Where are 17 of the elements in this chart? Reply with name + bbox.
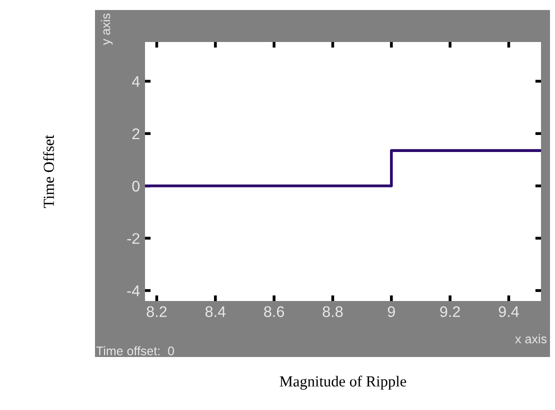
x-tick-label: 9.4 [498, 306, 519, 318]
text: Time offset: 0 [96, 346, 174, 356]
y-tick-label: 0 [132, 180, 140, 192]
y-tick-label: -2 [127, 233, 140, 244]
x-tick-label: 9 [388, 306, 395, 318]
x-tick-label: 8.4 [205, 306, 226, 318]
y-tick-label: 4 [132, 76, 140, 87]
text: x axis [515, 334, 547, 344]
y-tick-label: 2 [132, 128, 140, 140]
x-tick-label: 9.2 [440, 306, 460, 318]
x-axis-title: Magnitude of Ripple [280, 376, 406, 390]
x-tick-label: 8.2 [146, 306, 167, 318]
x-tick-label: 8.8 [322, 306, 343, 318]
y-tick-label: -4 [127, 286, 140, 296]
text: y axis [101, 14, 113, 45]
y-axis-title: Time Offset [43, 134, 54, 208]
x-tick-label: 8.6 [264, 306, 284, 318]
